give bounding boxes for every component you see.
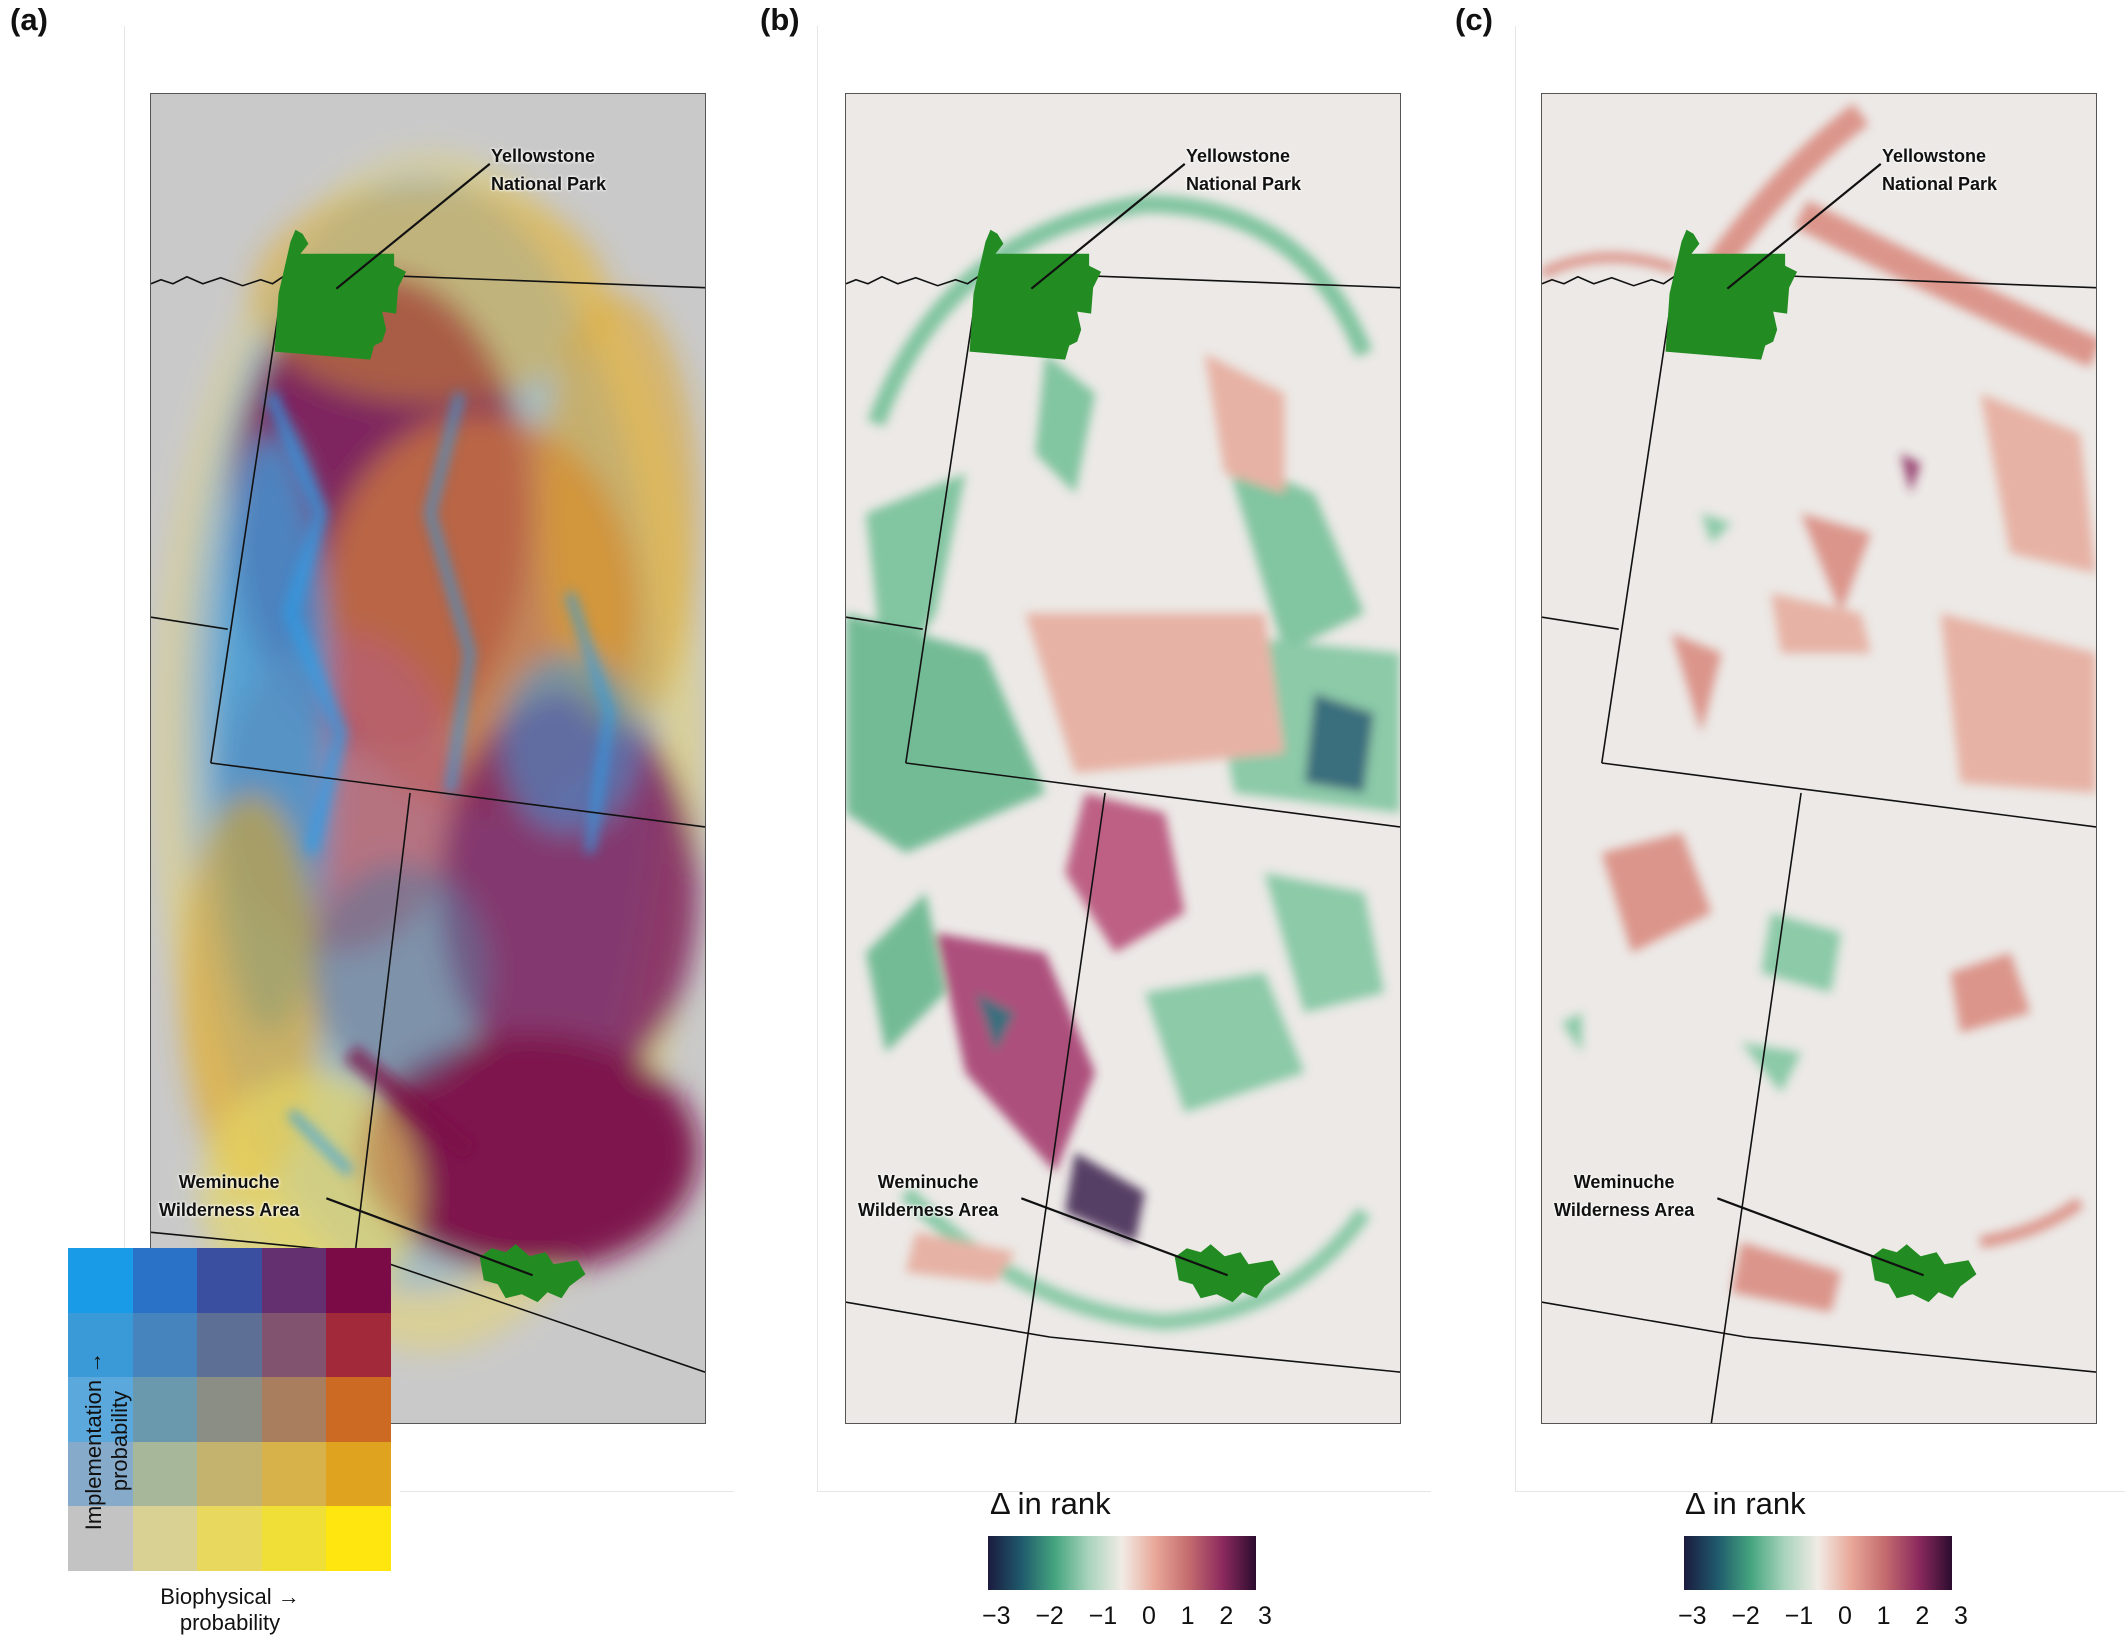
colorbar_c-tick-3: 0 (1837, 1602, 1852, 1630)
panel-c-guide (1515, 26, 1516, 1492)
bivariate-legend (68, 1248, 391, 1571)
map-b-svg (846, 94, 1400, 1423)
colorbar-b (988, 1536, 1256, 1590)
legend-cell-r2-c0 (68, 1377, 133, 1442)
legend-cell-r4-c3 (261, 1506, 327, 1571)
legend-cell-r3-c3 (261, 1441, 327, 1507)
panel-a-letter: (a) (10, 2, 48, 37)
legend-cell-r0-c0 (68, 1248, 133, 1313)
map-panel-a: Yellowstone National Park Weminuche Wild… (150, 93, 706, 1424)
legend-cell-r1-c1 (132, 1312, 198, 1378)
legend-cell-r4-c1 (132, 1506, 198, 1571)
legend-cell-r2-c4 (326, 1377, 391, 1442)
legend-cell-r3-c4 (326, 1441, 391, 1507)
legend-x-axis-label: Biophysical → probability (160, 1584, 300, 1635)
weminuche-label-a: Weminuche Wilderness Area (159, 1172, 300, 1220)
legend-cell-r0-c4 (326, 1248, 391, 1313)
colorbar_b-tick-3: 0 (1141, 1602, 1156, 1630)
weminuche-label-b: Weminuche Wilderness Area (858, 1172, 999, 1220)
weminuche-label-c: Weminuche Wilderness Area (1554, 1172, 1695, 1220)
colorbar-b-ticks: −3 −2 −1 0 1 2 3 (982, 1602, 1272, 1631)
colorbar_c-tick-0: −3 (1678, 1602, 1707, 1630)
legend-cell-r3-c1 (132, 1441, 198, 1507)
legend-cell-r4-c4 (326, 1506, 391, 1571)
legend-cell-r2-c3 (261, 1377, 327, 1442)
legend-cell-r2-c1 (132, 1377, 198, 1442)
panel-b-guide (817, 26, 818, 1492)
colorbar_c-tick-6: 3 (1954, 1602, 1968, 1630)
panel-b-guide-bottom (817, 1491, 1431, 1492)
panel-c-guide-bottom (1515, 1491, 2125, 1492)
legend-cell-r1-c3 (261, 1312, 327, 1378)
weminuche-shape (479, 1244, 586, 1303)
legend-cell-r1-c2 (197, 1312, 262, 1378)
colorbar_c-tick-4: 1 (1876, 1602, 1891, 1630)
legend-cell-r4-c0 (68, 1506, 133, 1571)
panel-b-letter: (b) (760, 2, 800, 37)
yellowstone-label-c: Yellowstone National Park (1882, 146, 1998, 194)
colorbar_c-tick-2: −1 (1784, 1602, 1814, 1630)
map-panel-b: Yellowstone National Park Weminuche Wild… (845, 93, 1401, 1424)
colorbar_b-tick-4: 1 (1180, 1602, 1195, 1630)
legend-cell-r0-c3 (261, 1248, 327, 1313)
colorbar_c-tick-5: 2 (1915, 1602, 1930, 1630)
legend-cell-r2-c2 (197, 1377, 262, 1442)
legend-cell-r1-c0 (68, 1312, 133, 1378)
yellowstone-label-b: Yellowstone National Park (1186, 146, 1302, 194)
colorbar-b-title: Δ in rank (990, 1486, 1111, 1521)
colorbar_b-tick-0: −3 (982, 1602, 1011, 1630)
legend-cell-r1-c4 (326, 1312, 391, 1378)
colorbar-c (1684, 1536, 1952, 1590)
map-a-svg (151, 94, 705, 1423)
colorbar-c-ticks: −3 −2 −1 0 1 2 3 (1678, 1602, 1968, 1631)
legend-cell-r3-c2 (197, 1441, 262, 1507)
legend-y-axis-label: Implementation → probability (81, 1351, 132, 1531)
legend-cell-r0-c2 (197, 1248, 262, 1313)
map-panel-c: Yellowstone National Park Weminuche Wild… (1541, 93, 2097, 1424)
colorbar_c-tick-1: −2 (1731, 1602, 1760, 1630)
colorbar_b-tick-2: −1 (1088, 1602, 1118, 1630)
colorbar_b-tick-5: 2 (1219, 1602, 1234, 1630)
legend-cell-r0-c1 (132, 1248, 198, 1313)
colorbar-c-title: Δ in rank (1685, 1486, 1806, 1521)
panel-c-letter: (c) (1455, 2, 1493, 37)
legend-cell-r3-c0 (68, 1441, 133, 1507)
panel-a-guide-bottom (400, 1491, 734, 1492)
yellowstone-label-a: Yellowstone National Park (491, 146, 607, 194)
legend-cell-r4-c2 (197, 1506, 262, 1571)
colorbar_b-tick-1: −2 (1035, 1602, 1064, 1630)
panel-a-guide (124, 26, 125, 1492)
yellowstone-shape (274, 229, 407, 360)
colorbar_b-tick-6: 3 (1258, 1602, 1272, 1630)
map-c-svg (1542, 94, 2096, 1423)
